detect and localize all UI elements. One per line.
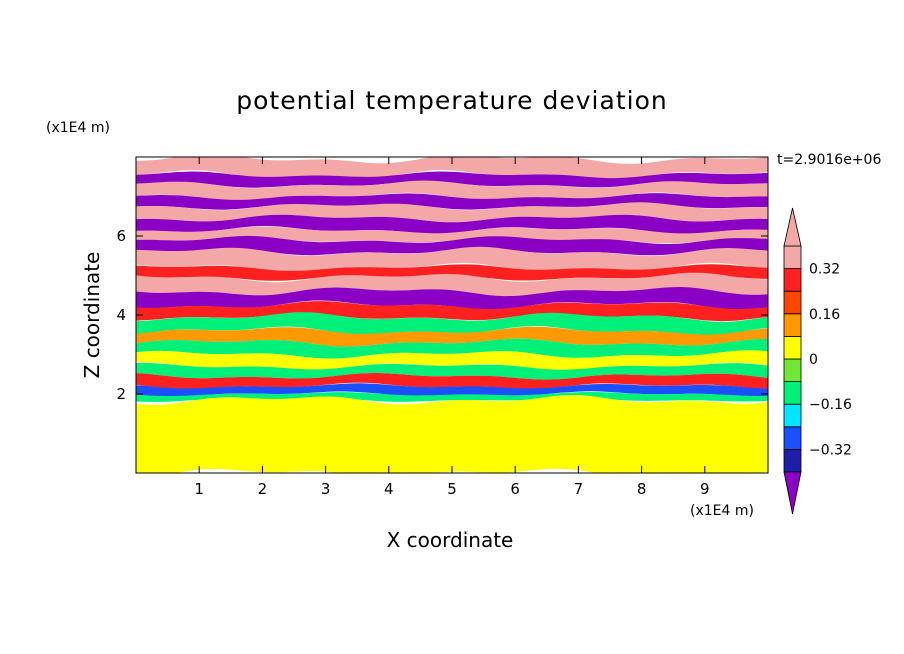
chart-title: potential temperature deviation	[236, 86, 668, 115]
x-tick-label: 4	[384, 480, 394, 498]
x-tick-label: 5	[447, 480, 457, 498]
plot-area	[136, 157, 768, 473]
field-layer	[136, 226, 768, 244]
field-layer	[136, 312, 768, 336]
field-layer	[136, 202, 768, 223]
y-tick-label: 2	[116, 385, 126, 403]
field-layer	[136, 395, 768, 473]
x-tick-label: 1	[194, 480, 204, 498]
colorbar-segment	[783, 358, 802, 383]
field-layer	[136, 362, 768, 380]
field-layer	[136, 383, 768, 397]
field-layer	[136, 287, 768, 310]
colorbar: 0.32 0.16 0 −0.16 −0.32	[783, 207, 852, 515]
y-axis-unit: (x1E4 m)	[46, 120, 110, 136]
field-layer	[136, 350, 768, 371]
x-tick-label: 9	[700, 480, 710, 498]
y-axis: 2 4 6	[116, 227, 768, 403]
colorbar-segment	[783, 290, 802, 315]
y-tick-label: 6	[116, 227, 126, 245]
x-tick-label: 7	[574, 480, 584, 498]
field-layer	[136, 373, 768, 390]
y-tick-label: 4	[116, 306, 126, 324]
field-layer	[136, 264, 768, 281]
field-layer	[136, 326, 768, 347]
x-tick-label: 3	[321, 480, 331, 498]
field-layer	[136, 193, 768, 210]
colorbar-extend-high	[783, 207, 802, 247]
x-axis-unit: (x1E4 m)	[690, 503, 754, 519]
colorbar-segment	[783, 335, 802, 360]
x-tick-label: 8	[637, 480, 647, 498]
field-layer	[136, 246, 768, 273]
x-tick-label: 6	[510, 480, 520, 498]
colorbar-tick-label: −0.32	[809, 442, 852, 458]
colorbar-tick-label: 0	[809, 352, 818, 368]
x-tick-label: 2	[258, 480, 268, 498]
field-layer	[136, 157, 768, 180]
colorbar-segment	[783, 313, 802, 337]
x-axis: 1 2 3 4 5 6 7 8 9	[194, 157, 710, 498]
colorbar-extend-low	[783, 471, 802, 515]
field-layer	[136, 301, 768, 322]
colorbar-tick-label: 0.16	[809, 307, 840, 323]
field-layer	[136, 180, 768, 201]
colorbar-segment	[783, 403, 802, 428]
field-layer	[136, 171, 768, 188]
colorbar-segment	[783, 426, 802, 450]
field-layer	[136, 214, 768, 234]
field-layer	[136, 235, 768, 256]
time-label: t=2.9016e+06	[777, 152, 882, 168]
colorbar-tick-label: −0.16	[809, 397, 852, 413]
x-axis-label: X coordinate	[386, 528, 514, 552]
colorbar-tick-label: 0.32	[809, 262, 840, 278]
colorbar-segment	[783, 448, 802, 473]
field-layer	[136, 338, 768, 359]
colorbar-segment	[783, 381, 802, 405]
field-layer	[136, 272, 768, 297]
colorbar-segment	[783, 245, 802, 270]
colorbar-segment	[783, 268, 802, 292]
